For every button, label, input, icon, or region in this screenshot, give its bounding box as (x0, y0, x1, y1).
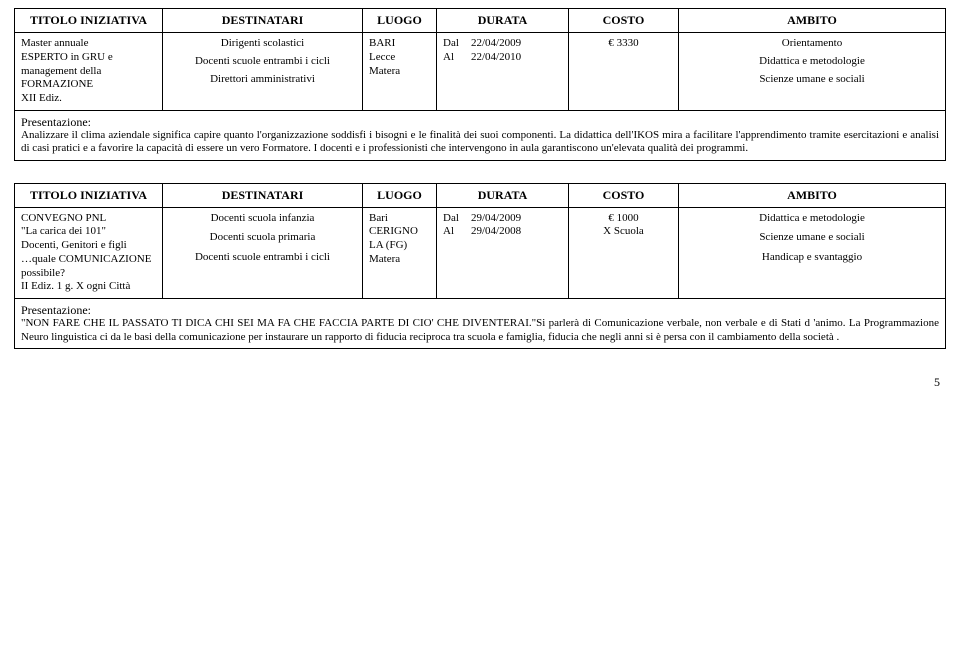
luogo-line: Bari (369, 212, 430, 226)
titolo-line: FORMAZIONE (21, 78, 156, 92)
titolo-line: XII Ediz. (21, 92, 156, 106)
header-durata: DURATA (437, 183, 569, 207)
page-number: 5 (14, 371, 946, 390)
presentazione-label: Presentazione: (21, 303, 939, 317)
table-row-presentazione: Presentazione: "NON FARE CHE IL PASSATO … (15, 299, 946, 349)
luogo-line: LA (FG) (369, 239, 430, 253)
costo-line: € 1000 (608, 212, 638, 226)
destinatari-line: Docenti scuole entrambi i cicli (195, 55, 330, 69)
luogo-line: Matera (369, 65, 430, 79)
initiative-table-2: TITOLO INIZIATIVA DESTINATARI LUOGO DURA… (14, 183, 946, 349)
durata-al-value: 22/04/2010 (471, 51, 521, 65)
cell-destinatari: Docenti scuola infanzia Docenti scuola p… (163, 207, 363, 299)
cell-durata: Dal 29/04/2009 Al 29/04/2008 (437, 207, 569, 299)
ambito-line: Didattica e metodologie (759, 212, 865, 226)
durata-dal-value: 29/04/2009 (471, 212, 521, 226)
durata-dal-value: 22/04/2009 (471, 37, 521, 51)
destinatari-line: Docenti scuola infanzia (211, 212, 315, 226)
luogo-line: CERIGNO (369, 225, 430, 239)
durata-al-label: Al (443, 225, 471, 239)
header-ambito: AMBITO (679, 183, 946, 207)
cell-durata: Dal 22/04/2009 Al 22/04/2010 (437, 33, 569, 111)
durata-al-value: 29/04/2008 (471, 225, 521, 239)
cell-presentazione: Presentazione: "NON FARE CHE IL PASSATO … (15, 299, 946, 349)
destinatari-line: Docenti scuole entrambi i cicli (195, 251, 330, 265)
cell-luogo: BARI Lecce Matera (363, 33, 437, 111)
cell-luogo: Bari CERIGNO LA (FG) Matera (363, 207, 437, 299)
cell-presentazione: Presentazione: Analizzare il clima azien… (15, 110, 946, 160)
costo-line: € 3330 (608, 37, 638, 51)
titolo-line: Docenti, Genitori e figli (21, 239, 156, 253)
cell-ambito: Orientamento Didattica e metodologie Sci… (679, 33, 946, 111)
costo-line: X Scuola (603, 225, 644, 239)
table-row: CONVEGNO PNL "La carica dei 101" Docenti… (15, 207, 946, 299)
titolo-line: ESPERTO in GRU e (21, 51, 156, 65)
titolo-line: management della (21, 65, 156, 79)
page: TITOLO INIZIATIVA DESTINATARI LUOGO DURA… (0, 0, 960, 406)
header-destinatari: DESTINATARI (163, 183, 363, 207)
ambito-line: Scienze umane e sociali (759, 231, 864, 245)
header-costo: COSTO (569, 9, 679, 33)
cell-costo: € 3330 (569, 33, 679, 111)
header-ambito: AMBITO (679, 9, 946, 33)
header-luogo: LUOGO (363, 9, 437, 33)
destinatari-line: Dirigenti scolastici (221, 37, 304, 51)
titolo-line: II Ediz. 1 g. X ogni Città (21, 280, 156, 294)
initiative-table-1: TITOLO INIZIATIVA DESTINATARI LUOGO DURA… (14, 8, 946, 161)
durata-dal-label: Dal (443, 212, 471, 226)
destinatari-line: Docenti scuola primaria (210, 231, 316, 245)
ambito-line: Handicap e svantaggio (762, 251, 862, 265)
durata-dal-label: Dal (443, 37, 471, 51)
titolo-line: Master annuale (21, 37, 156, 51)
ambito-line: Orientamento (782, 37, 842, 51)
presentazione-label: Presentazione: (21, 115, 939, 129)
presentazione-text: Analizzare il clima aziendale significa … (21, 129, 939, 155)
destinatari-line: Direttori amministrativi (210, 73, 315, 87)
ambito-line: Didattica e metodologie (759, 55, 865, 69)
cell-costo: € 1000 X Scuola (569, 207, 679, 299)
titolo-line: "La carica dei 101" (21, 225, 156, 239)
titolo-line: …quale COMUNICAZIONE (21, 253, 156, 267)
header-luogo: LUOGO (363, 183, 437, 207)
luogo-line: Matera (369, 253, 430, 267)
cell-destinatari: Dirigenti scolastici Docenti scuole entr… (163, 33, 363, 111)
durata-al-label: Al (443, 51, 471, 65)
cell-titolo: CONVEGNO PNL "La carica dei 101" Docenti… (15, 207, 163, 299)
header-titolo: TITOLO INIZIATIVA (15, 183, 163, 207)
header-costo: COSTO (569, 183, 679, 207)
table-row-presentazione: Presentazione: Analizzare il clima azien… (15, 110, 946, 160)
table-header-row: TITOLO INIZIATIVA DESTINATARI LUOGO DURA… (15, 183, 946, 207)
titolo-line: possibile? (21, 267, 156, 281)
luogo-line: BARI (369, 37, 430, 51)
luogo-line: Lecce (369, 51, 430, 65)
presentazione-text: "NON FARE CHE IL PASSATO TI DICA CHI SEI… (21, 317, 939, 343)
ambito-line: Scienze umane e sociali (759, 73, 864, 87)
cell-titolo: Master annuale ESPERTO in GRU e manageme… (15, 33, 163, 111)
table-header-row: TITOLO INIZIATIVA DESTINATARI LUOGO DURA… (15, 9, 946, 33)
header-destinatari: DESTINATARI (163, 9, 363, 33)
titolo-line: CONVEGNO PNL (21, 212, 156, 226)
header-durata: DURATA (437, 9, 569, 33)
cell-ambito: Didattica e metodologie Scienze umane e … (679, 207, 946, 299)
header-titolo: TITOLO INIZIATIVA (15, 9, 163, 33)
table-row: Master annuale ESPERTO in GRU e manageme… (15, 33, 946, 111)
